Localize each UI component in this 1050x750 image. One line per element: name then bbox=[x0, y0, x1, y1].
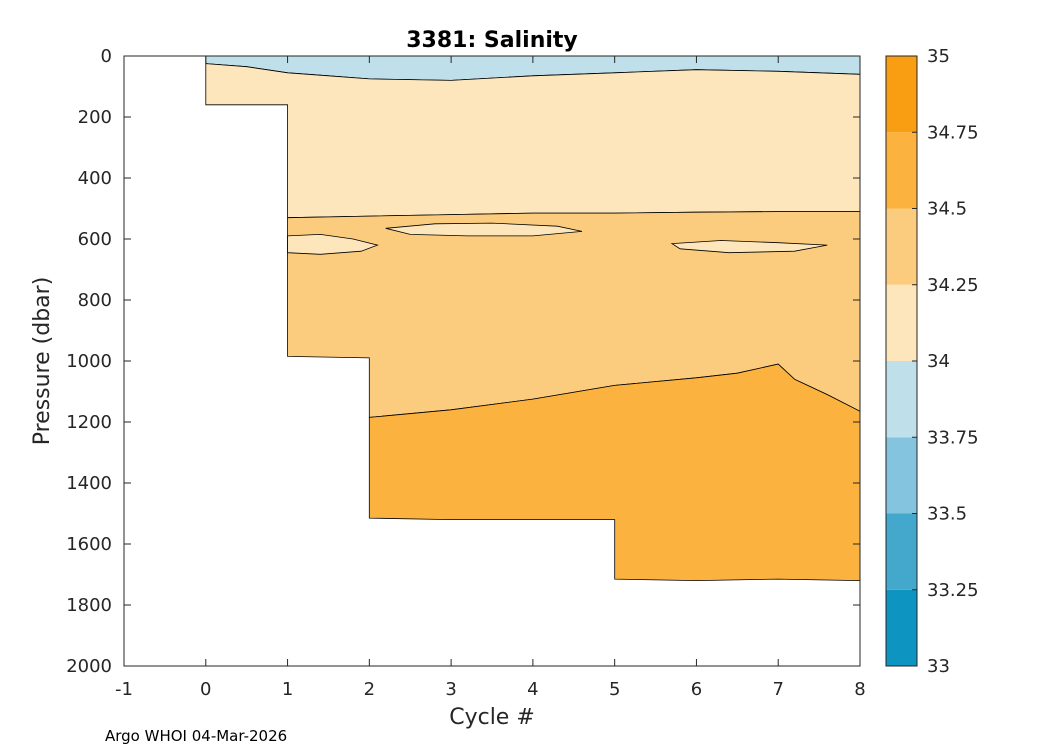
colorbar-band bbox=[886, 284, 917, 361]
x-tick-label: 6 bbox=[691, 679, 702, 700]
band-34-34.25 bbox=[205, 63, 860, 219]
x-axis-label: Cycle # bbox=[449, 705, 535, 730]
colorbar-band bbox=[886, 361, 917, 438]
y-axis-ticks: 0 200 400 600 800 1000 1200 1400 1600 1800 2000 bbox=[66, 46, 860, 677]
x-tick-label: -1 bbox=[115, 679, 133, 700]
colorbar-tick-label: 34.25 bbox=[927, 275, 979, 296]
colorbar-band bbox=[886, 437, 917, 514]
colorbar-tick-label: 33.25 bbox=[927, 580, 979, 601]
colorbar-band bbox=[886, 56, 917, 133]
footer-credit: Argo WHOI 04-Mar-2026 bbox=[105, 727, 287, 745]
y-axis-label: Pressure (dbar) bbox=[30, 277, 55, 446]
y-tick-label: 2000 bbox=[66, 656, 112, 677]
y-tick-label: 0 bbox=[101, 46, 112, 67]
colorbar-band bbox=[886, 513, 917, 590]
colorbar-tick-label: 33.5 bbox=[927, 504, 967, 525]
y-tick-label: 1200 bbox=[66, 412, 112, 433]
colorbar-tick-label: 33.75 bbox=[927, 427, 979, 448]
pocket-34-34.25-a bbox=[287, 233, 379, 255]
y-tick-label: 1600 bbox=[66, 534, 112, 555]
colorbar-band bbox=[886, 208, 917, 285]
pocket-34-34.25-c bbox=[385, 222, 583, 237]
x-tick-label: 7 bbox=[772, 679, 783, 700]
colorbar-tick-label: 34 bbox=[927, 351, 950, 372]
x-tick-label: 1 bbox=[282, 679, 293, 700]
y-tick-label: 200 bbox=[78, 107, 112, 128]
colorbar-band bbox=[886, 589, 917, 666]
colorbar: 33 33.25 33.5 33.75 34 34.25 34.5 34.75 35 bbox=[885, 46, 979, 677]
band-34.5-34.75 bbox=[368, 363, 860, 582]
y-tick-label: 1800 bbox=[66, 595, 112, 616]
contour-regions bbox=[205, 56, 860, 582]
y-tick-label: 800 bbox=[78, 290, 112, 311]
x-tick-label: 3 bbox=[445, 679, 456, 700]
colorbar-tick-label: 33 bbox=[927, 656, 950, 677]
x-tick-label: 5 bbox=[609, 679, 620, 700]
colorbar-band bbox=[886, 132, 917, 209]
colorbar-tick-label: 34.75 bbox=[927, 122, 979, 143]
chart-title: 3381: Salinity bbox=[406, 28, 578, 53]
x-tick-label: 4 bbox=[527, 679, 538, 700]
x-tick-label: 2 bbox=[364, 679, 375, 700]
pocket-34-34.25-b bbox=[670, 240, 828, 254]
x-tick-label: 8 bbox=[854, 679, 865, 700]
x-axis-ticks: -1 0 1 2 3 4 5 6 7 8 bbox=[115, 56, 866, 700]
y-tick-label: 600 bbox=[78, 229, 112, 250]
colorbar-tick-label: 34.5 bbox=[927, 199, 967, 220]
y-tick-label: 1400 bbox=[66, 473, 112, 494]
y-tick-label: 400 bbox=[78, 168, 112, 189]
y-tick-label: 1000 bbox=[66, 351, 112, 372]
x-tick-label: 0 bbox=[200, 679, 211, 700]
colorbar-tick-label: 35 bbox=[927, 46, 950, 67]
